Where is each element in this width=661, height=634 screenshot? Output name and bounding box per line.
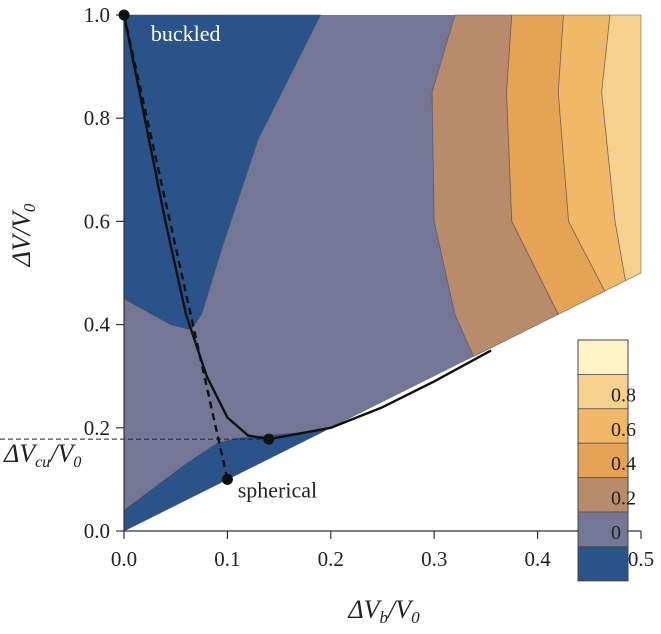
curve-marker [263,433,275,445]
legend-swatch [577,373,629,410]
plot-frame [123,12,641,532]
y-axis-title: ΔV/V0 [7,203,39,267]
annotation-buckled: buckled [151,21,221,46]
y-tick-label: 0.0 [84,519,110,543]
phase-curves [0,14,492,480]
x-tick-label: 0.4 [524,547,551,571]
x-tick-label: 0.5 [628,547,654,571]
x-tick-label: 0.0 [111,547,137,571]
curve-markers [118,9,275,485]
region-level-0.8 [601,14,642,282]
annotations: buckled spherical [151,21,317,503]
y-tick-label: 0.6 [84,209,110,233]
x-axis-title: ΔVb/V0 [347,595,420,627]
color-legend: 0.8 0.6 0.4 0.2 0 [577,339,636,582]
x-tick-label: 0.3 [421,547,447,571]
critical-volume-label: ΔVcu/V0 [3,439,81,471]
legend-label: 0.8 [611,384,636,406]
curve-dashed [122,14,229,480]
y-tick-label: 0.2 [84,416,110,440]
legend-swatch [577,477,629,513]
legend-label: 0.2 [611,488,636,510]
legend-label: 0.6 [611,419,636,441]
legend-swatch [577,339,629,375]
y-tick-label: 0.4 [84,313,111,337]
curve-marker [221,473,233,485]
legend-frame [577,339,629,582]
legend-swatch [577,511,629,547]
contour-regions [123,14,642,532]
annotation-spherical: spherical [238,477,317,502]
y-tick-label: 0.8 [84,106,110,130]
x-tick-label: 0.1 [214,547,240,571]
curve-solid [122,14,492,441]
legend-label: 0 [611,522,621,544]
x-tick-label: 0.2 [318,547,344,571]
legend-label: 0.4 [611,453,636,475]
y-tick-label: 1.0 [84,3,110,27]
curve-marker [118,9,130,21]
axis-ticks: 0.0 0.1 0.2 0.3 0.4 0.5 0.0 0.2 0.4 0.6 0.8 1.0 [84,3,654,571]
legend-swatch [577,546,629,582]
